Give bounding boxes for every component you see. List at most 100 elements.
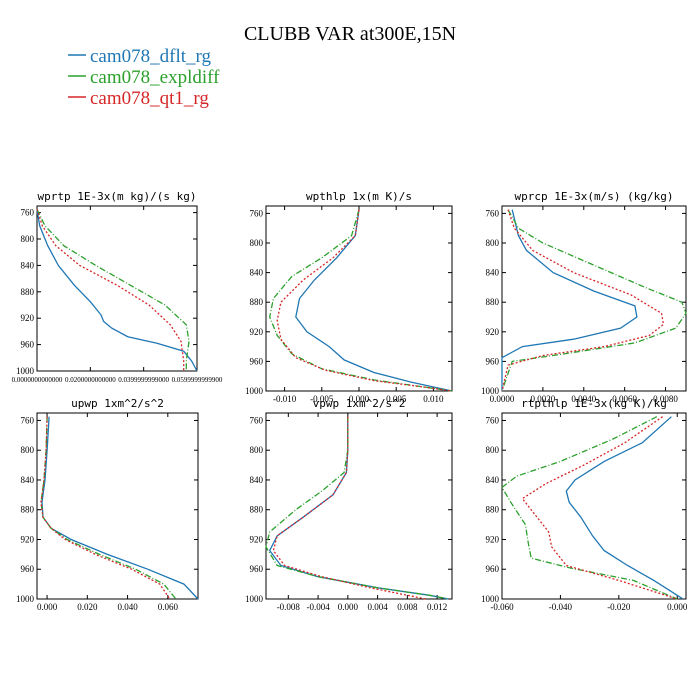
y-tick-label: 760 (21, 415, 35, 425)
x-tick-label: 0.0000 (490, 394, 515, 404)
y-tick-label: 800 (21, 234, 35, 244)
y-tick-label: 960 (486, 356, 500, 366)
y-tick-label: 880 (21, 505, 35, 515)
series-line-cam078_expldiff (265, 416, 449, 600)
plot-frame (36, 205, 198, 372)
series-line-cam078_dflt_rg (268, 416, 449, 600)
series-line-cam078_dflt_rg (565, 416, 684, 600)
x-tick-label: 0.0399999999000 (118, 376, 169, 384)
x-tick-label: -0.040 (549, 602, 573, 612)
x-tick-label: 0.0200000000000 (65, 376, 116, 384)
series-line-cam078_qt1_rg (36, 209, 185, 371)
series-line-cam078_expldiff (501, 209, 687, 392)
x-tick-label: 0.000 (349, 394, 370, 404)
panel-1: wprtp 1E-3x(m kg)/(s kg)760 800 840 880 920 9… (12, 190, 223, 384)
panel-title: rtpthlp 1E-3x(kg K)/kg (521, 397, 667, 410)
x-tick-label: -0.004 (306, 602, 330, 612)
x-tick-label: 0.0080 (653, 394, 678, 404)
y-tick-label: 960 (250, 356, 264, 366)
panel-4: upwp 1xm^2/s^2 760 800 840 880 920 960 10000.00… (16, 397, 199, 612)
y-tick-label: 840 (486, 268, 500, 278)
figure-title: CLUBB VAR at300E,15N (244, 23, 456, 45)
y-tick-label: 1000 (481, 386, 500, 396)
series-line-cam078_dflt_rg (36, 209, 198, 372)
y-tick-label: 840 (21, 475, 35, 485)
x-tick-label: 0.010 (423, 394, 444, 404)
y-tick-label: 1000 (245, 386, 264, 396)
series-line-cam078_qt1_rg (272, 416, 427, 600)
y-tick-label: 1000 (16, 366, 35, 376)
x-tick-label: 0.008 (397, 602, 418, 612)
x-tick-label: 0.000 (667, 602, 688, 612)
x-tick-label: 0.000 (37, 602, 58, 612)
y-tick-label: 960 (250, 564, 264, 574)
plot-frame (501, 205, 687, 392)
y-tick-label: 800 (250, 445, 264, 455)
y-tick-label: 1000 (245, 594, 264, 604)
panel-title: wprcp 1E-3x(m/s) (kg/kg) (515, 190, 674, 203)
x-tick-label: 0.0020 (531, 394, 556, 404)
x-tick-label: 0.012 (427, 602, 447, 612)
legend: cam078_dflt_rg cam078_expldiff cam078_qt… (68, 46, 220, 109)
panel-5: vpwp 1xm^2/s^2 760 800 840 880 920 960 1000 -0.0… (245, 397, 453, 612)
y-tick-label: 920 (250, 534, 264, 544)
panel-title: wpthlp 1x(m K)/s (306, 190, 412, 203)
y-tick-label: 920 (486, 327, 500, 337)
legend-label-qt1: cam078_qt1_rg (90, 88, 209, 109)
series-line-cam078_expldiff (36, 209, 190, 371)
y-tick-label: 880 (21, 287, 35, 297)
panel-6: rtpthlp 1E-3x(kg K)/kg 760 800 840 880 920 960… (481, 397, 688, 612)
x-tick-label: 0.0060 (612, 394, 637, 404)
series-line-cam078_qt1_rg (276, 209, 453, 392)
y-tick-label: 800 (486, 238, 500, 248)
series-line-cam078_qt1_rg (521, 416, 678, 600)
y-tick-label: 840 (250, 268, 264, 278)
series-line-cam078_qt1_rg (501, 209, 665, 392)
x-tick-label: -0.060 (490, 602, 514, 612)
y-tick-label: 840 (21, 260, 35, 270)
y-tick-label: 760 (250, 208, 264, 218)
legend-label-expldiff: cam078_expldiff (90, 67, 220, 88)
x-tick-label: 0.060 (158, 602, 179, 612)
x-tick-label: -0.010 (273, 394, 297, 404)
y-tick-label: 1000 (481, 594, 500, 604)
panels: wprtp 1E-3x(m kg)/(s kg)7608008408809209… (12, 190, 688, 612)
y-tick-label: 760 (21, 208, 35, 218)
legend-label-dflt: cam078_dflt_rg (90, 46, 212, 67)
y-tick-label: 1000 (16, 594, 35, 604)
y-tick-label: 760 (486, 415, 500, 425)
series-line-cam078_dflt_rg (295, 209, 453, 392)
x-tick-label: -0.005 (310, 394, 334, 404)
panel-title: vpwp 1xm^2/s^2 (313, 397, 406, 410)
x-tick-label: -0.020 (607, 602, 631, 612)
x-tick-label: 0.000 (338, 602, 359, 612)
y-tick-label: 800 (250, 238, 264, 248)
y-tick-label: 920 (21, 313, 35, 323)
y-tick-label: 760 (250, 415, 264, 425)
series-line-cam078_dflt_rg (41, 416, 199, 600)
y-tick-label: 880 (250, 297, 264, 307)
y-tick-label: 880 (250, 505, 264, 515)
y-tick-label: 920 (486, 534, 500, 544)
y-tick-label: 920 (21, 534, 35, 544)
series-line-cam078_expldiff (269, 209, 453, 392)
x-tick-label: 0.040 (117, 602, 138, 612)
plot-frame (265, 412, 453, 600)
x-tick-label: 0.0599999999900 (172, 376, 223, 384)
panel-title: upwp 1xm^2/s^2 (71, 397, 164, 410)
x-tick-label: 0.0040 (571, 394, 596, 404)
x-tick-label: -0.008 (277, 602, 301, 612)
y-tick-label: 800 (21, 445, 35, 455)
x-tick-label: 0.0000000000000 (12, 376, 63, 384)
panel-2: wpthlp 1x(m K)/s 760 800 840 880 920 960 1000 -0… (245, 190, 453, 404)
y-tick-label: 840 (250, 475, 264, 485)
series-line-cam078_expldiff (501, 416, 678, 600)
series-line-cam078_expldiff (40, 416, 177, 600)
x-tick-label: 0.020 (77, 602, 98, 612)
plot-frame (36, 412, 199, 600)
y-tick-label: 880 (486, 297, 500, 307)
panel-3: wprcp 1E-3x(m/s) (kg/kg) 760 800 840 880 920 9… (481, 190, 687, 404)
x-tick-label: 0.004 (367, 602, 388, 612)
y-tick-label: 840 (486, 475, 500, 485)
